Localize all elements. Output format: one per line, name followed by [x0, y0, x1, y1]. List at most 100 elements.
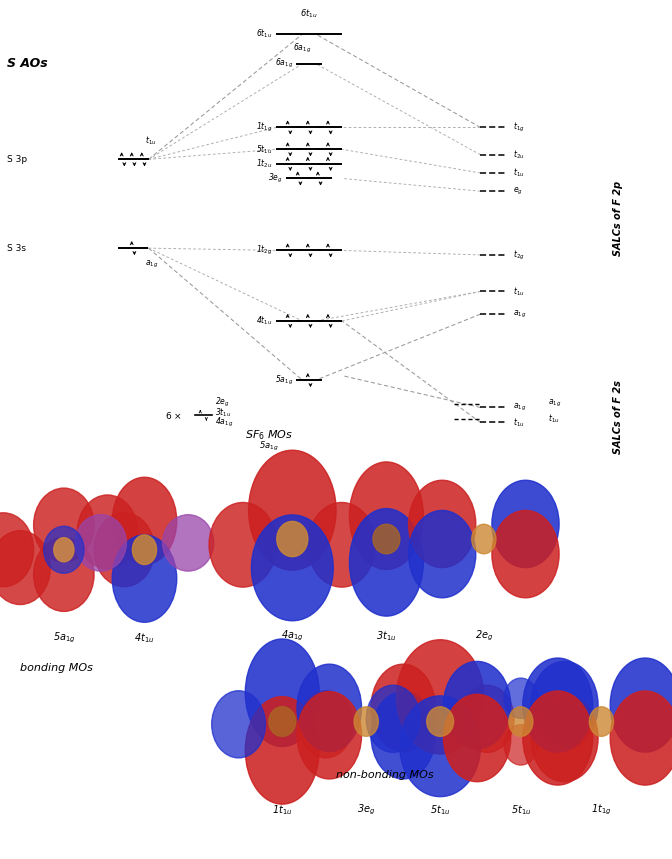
Ellipse shape — [427, 707, 454, 736]
Ellipse shape — [396, 640, 484, 754]
Ellipse shape — [44, 527, 84, 573]
Ellipse shape — [299, 691, 353, 758]
Text: t$_{1u}$: t$_{1u}$ — [145, 135, 157, 148]
Ellipse shape — [212, 691, 265, 758]
Text: t$_{2g}$: t$_{2g}$ — [513, 248, 524, 261]
Text: t$_{1g}$: t$_{1g}$ — [513, 121, 524, 134]
Text: S 3p: S 3p — [7, 155, 27, 164]
Ellipse shape — [277, 521, 308, 557]
Text: S 3s: S 3s — [7, 244, 26, 253]
Ellipse shape — [444, 694, 511, 782]
Text: e$_g$: e$_g$ — [513, 186, 523, 197]
Ellipse shape — [371, 691, 435, 779]
Ellipse shape — [400, 696, 480, 796]
Text: 1t$_{1g}$: 1t$_{1g}$ — [256, 121, 273, 134]
Ellipse shape — [354, 707, 378, 736]
Ellipse shape — [34, 488, 94, 562]
Ellipse shape — [0, 513, 34, 587]
Text: a$_{1g}$: a$_{1g}$ — [548, 399, 561, 410]
Text: 2e$_g$: 2e$_g$ — [215, 396, 230, 409]
Ellipse shape — [54, 538, 74, 562]
Text: 1t$_{1g}$: 1t$_{1g}$ — [591, 802, 612, 817]
Text: 6t$_{1u}$: 6t$_{1u}$ — [300, 8, 318, 21]
Ellipse shape — [472, 524, 496, 554]
Ellipse shape — [409, 480, 476, 568]
Text: 5t$_{1u}$: 5t$_{1u}$ — [430, 802, 450, 817]
Ellipse shape — [610, 691, 672, 785]
Text: 6 $\times$: 6 $\times$ — [165, 410, 181, 421]
Ellipse shape — [492, 510, 559, 598]
Ellipse shape — [523, 691, 593, 785]
Ellipse shape — [34, 538, 94, 612]
Ellipse shape — [251, 515, 333, 621]
Ellipse shape — [245, 697, 319, 804]
Ellipse shape — [269, 707, 296, 736]
Ellipse shape — [373, 524, 400, 554]
Text: 4t$_{1u}$: 4t$_{1u}$ — [134, 631, 155, 645]
Text: t$_{1u}$: t$_{1u}$ — [513, 285, 524, 297]
Ellipse shape — [504, 725, 538, 765]
Ellipse shape — [75, 515, 126, 571]
Text: 6a$_{1g}$: 6a$_{1g}$ — [293, 41, 312, 55]
Text: $SF_6$ MOs: $SF_6$ MOs — [245, 428, 293, 442]
Text: 1t$_{2u}$: 1t$_{2u}$ — [256, 158, 273, 170]
Text: a$_{1g}$: a$_{1g}$ — [513, 402, 526, 413]
Text: 5t$_{1u}$: 5t$_{1u}$ — [256, 143, 273, 155]
Ellipse shape — [0, 531, 50, 605]
Text: 3e$_g$: 3e$_g$ — [268, 172, 283, 185]
Text: 5a$_{1g}$: 5a$_{1g}$ — [259, 440, 279, 454]
Text: SALCs of F 2s: SALCs of F 2s — [614, 380, 623, 454]
Ellipse shape — [209, 503, 277, 587]
Ellipse shape — [371, 664, 435, 752]
Text: t$_{1u}$: t$_{1u}$ — [548, 412, 559, 425]
Ellipse shape — [349, 509, 423, 616]
Ellipse shape — [509, 707, 533, 736]
Text: 5t$_{1u}$: 5t$_{1u}$ — [511, 802, 531, 817]
Ellipse shape — [297, 664, 362, 752]
Text: S AOs: S AOs — [7, 58, 48, 70]
Ellipse shape — [77, 495, 138, 569]
Ellipse shape — [163, 515, 214, 571]
Ellipse shape — [610, 658, 672, 752]
Text: 6t$_{1u}$: 6t$_{1u}$ — [256, 27, 273, 40]
Text: bonding MOs: bonding MOs — [20, 663, 93, 673]
Ellipse shape — [112, 478, 177, 564]
Text: 1t$_{1u}$: 1t$_{1u}$ — [272, 802, 292, 817]
Text: t$_{2u}$: t$_{2u}$ — [513, 149, 524, 161]
Ellipse shape — [460, 685, 514, 752]
Ellipse shape — [249, 450, 336, 570]
Ellipse shape — [444, 661, 511, 749]
Text: 6a$_{1g}$: 6a$_{1g}$ — [275, 58, 293, 70]
Ellipse shape — [349, 462, 423, 570]
Ellipse shape — [132, 535, 157, 564]
Text: t$_{1u}$: t$_{1u}$ — [513, 167, 524, 180]
Ellipse shape — [504, 678, 538, 718]
Text: 5a$_{1g}$: 5a$_{1g}$ — [52, 631, 75, 645]
Ellipse shape — [531, 661, 598, 749]
Text: 4a$_{1g}$: 4a$_{1g}$ — [281, 629, 304, 643]
Ellipse shape — [112, 535, 177, 622]
Text: 2e$_g$: 2e$_g$ — [474, 629, 493, 643]
Ellipse shape — [297, 691, 362, 779]
Text: t$_{1u}$: t$_{1u}$ — [513, 417, 524, 429]
Text: a$_{1g}$: a$_{1g}$ — [145, 259, 159, 270]
Text: 3t$_{1u}$: 3t$_{1u}$ — [376, 629, 396, 643]
Text: 4t$_{1u}$: 4t$_{1u}$ — [256, 314, 273, 327]
Text: SALCs of F 2p: SALCs of F 2p — [614, 181, 623, 256]
Ellipse shape — [409, 510, 476, 598]
Ellipse shape — [245, 639, 319, 746]
Text: 1t$_{2g}$: 1t$_{2g}$ — [256, 244, 273, 257]
Ellipse shape — [523, 658, 593, 752]
Ellipse shape — [531, 694, 598, 782]
Ellipse shape — [492, 480, 559, 568]
Text: 3t$_{1u}$: 3t$_{1u}$ — [215, 406, 232, 418]
Text: 3e$_g$: 3e$_g$ — [357, 802, 376, 817]
Text: 5a$_{1g}$: 5a$_{1g}$ — [275, 374, 293, 387]
Ellipse shape — [366, 685, 420, 752]
Text: 4a$_{1g}$: 4a$_{1g}$ — [215, 416, 233, 429]
Text: non-bonding MOs: non-bonding MOs — [336, 771, 433, 780]
Ellipse shape — [308, 503, 376, 587]
Ellipse shape — [94, 513, 155, 587]
Text: a$_{1g}$: a$_{1g}$ — [513, 308, 526, 320]
Ellipse shape — [589, 707, 614, 736]
